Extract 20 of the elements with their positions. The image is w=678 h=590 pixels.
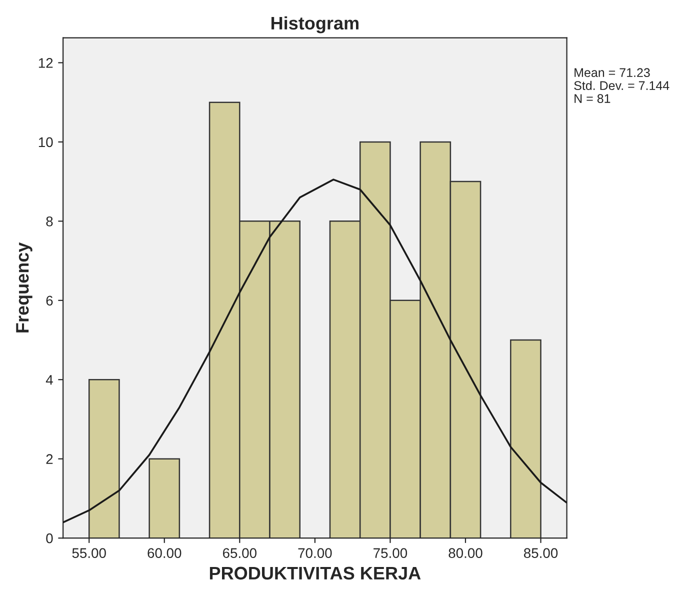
- y-tick-label: 0: [46, 533, 53, 544]
- y-tick-label: 2: [46, 454, 53, 464]
- x-tick-label: 65.00: [222, 548, 256, 558]
- x-tick-label: 85.00: [524, 548, 558, 558]
- y-tick-label: 6: [46, 296, 53, 306]
- x-tick-label: 60.00: [148, 548, 182, 558]
- x-axis-title: PRODUKTIVITAS KERJA: [210, 566, 421, 580]
- x-tick-label: 55.00: [72, 548, 106, 558]
- chart-title: Histogram: [271, 16, 358, 34]
- x-tick-label: 80.00: [448, 548, 482, 558]
- y-tick-label: 8: [46, 216, 53, 226]
- y-tick-label: 12: [38, 58, 53, 68]
- text: Mean = 71.23: [574, 68, 650, 78]
- y-axis-title: Frequency: [16, 242, 32, 332]
- y-tick-label: 4: [46, 375, 53, 385]
- x-tick-label: 75.00: [374, 548, 408, 558]
- text: N = 81: [574, 94, 610, 103]
- x-tick-label: 70.00: [298, 548, 332, 558]
- text: Std. Dev. = 7.144: [574, 80, 670, 90]
- y-tick-label: 10: [38, 137, 53, 148]
